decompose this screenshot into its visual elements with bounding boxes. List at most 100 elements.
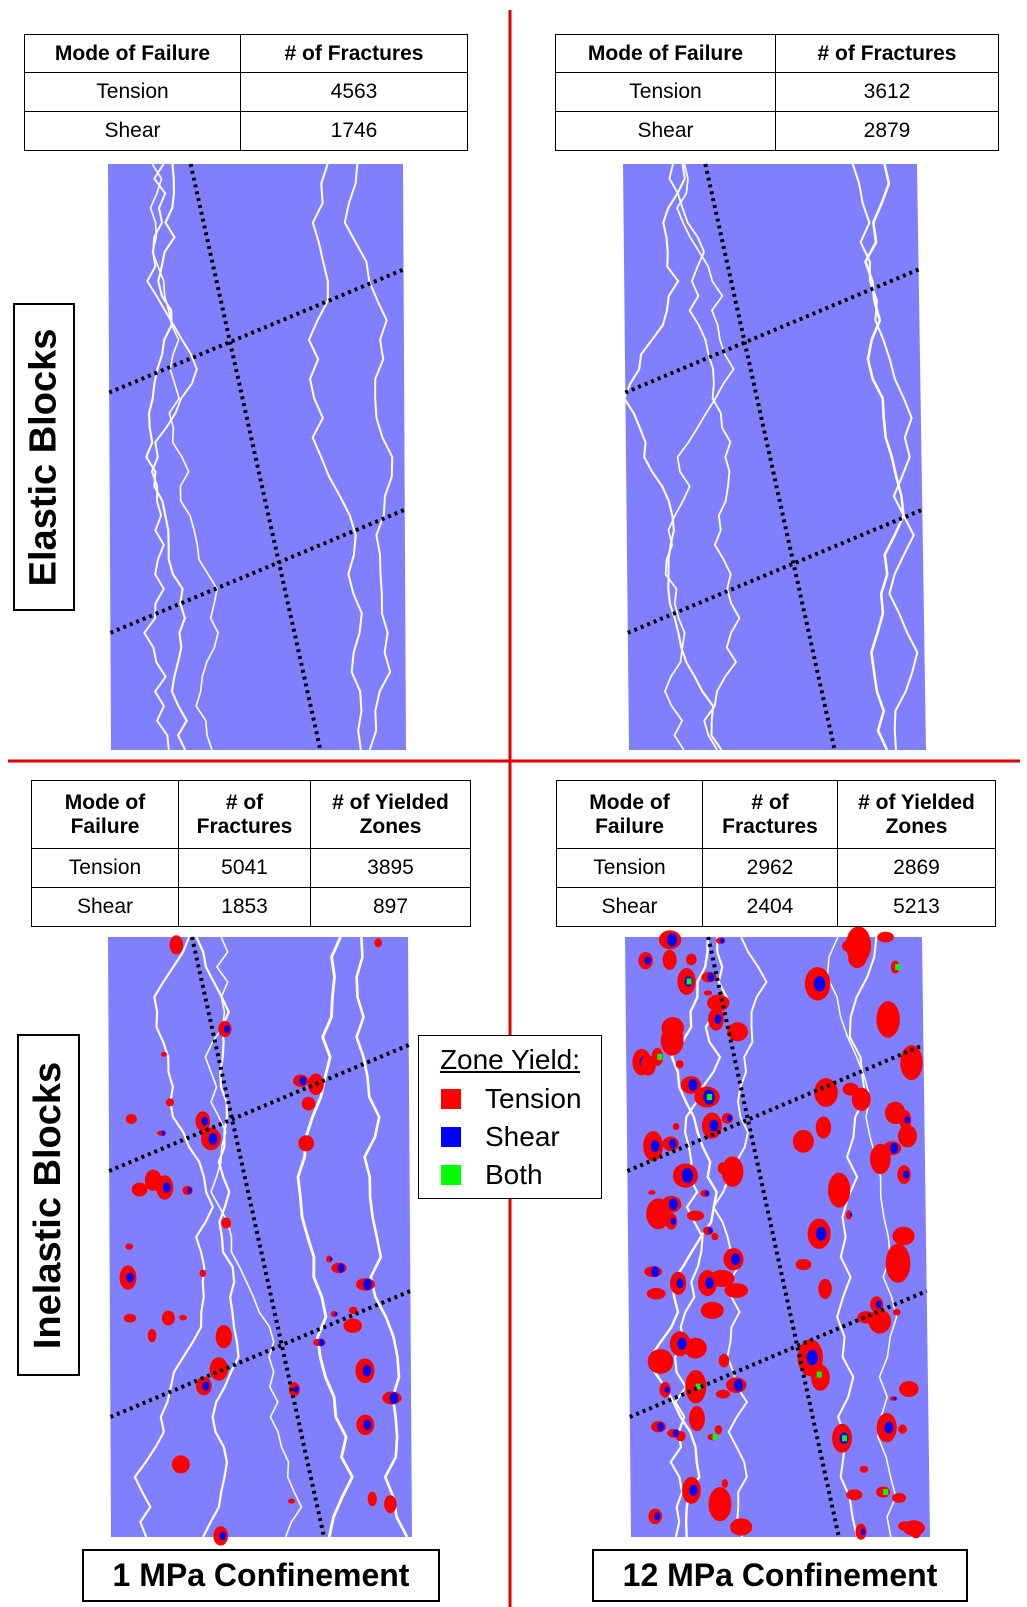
yield-zone (172, 1455, 190, 1473)
table-cell: Tension (557, 849, 703, 888)
yield-zone (651, 1140, 660, 1152)
yield-zone (294, 1386, 299, 1393)
header-cell: Mode of Failure (32, 781, 179, 849)
yield-zone (671, 1218, 676, 1225)
yield-zone (677, 1338, 686, 1350)
row-label: Elastic Blocks (23, 328, 66, 586)
yield-zone (644, 956, 651, 965)
table-cell: 1853 (179, 888, 311, 927)
figure: Elastic Blocks Inelastic Blocks 1 MPa Co… (0, 0, 1027, 1607)
yield-zone (876, 1001, 900, 1038)
row-label: Inelastic Blocks (27, 1061, 70, 1348)
yield-zone (363, 1365, 372, 1376)
table-cell: 3612 (776, 73, 999, 112)
yield-zone (899, 1381, 918, 1397)
yield-zone (869, 1309, 892, 1333)
table-cell: 3895 (311, 849, 471, 888)
yield-zone (713, 1434, 718, 1440)
table-cell: 5213 (838, 888, 996, 927)
yield-zone (363, 1419, 371, 1430)
yield-zone (676, 1278, 683, 1288)
table-cell: Shear (557, 888, 703, 927)
yield-zone (299, 1076, 306, 1085)
yield-zone (162, 1311, 175, 1326)
yield-zone (816, 1227, 826, 1241)
yield-zone (719, 1354, 730, 1368)
yield-zone (132, 1183, 148, 1197)
table-cell: 4563 (241, 73, 468, 112)
yield-zone (126, 1114, 137, 1124)
yield-zone (722, 1479, 728, 1488)
yield-zone (707, 1094, 712, 1100)
yield-zone (170, 935, 184, 954)
legend-swatch (441, 1127, 461, 1147)
yield-zone (669, 1139, 676, 1149)
yield-zone (673, 1123, 680, 1130)
table-cell: 897 (311, 888, 471, 927)
header-cell: Mode of Failure (25, 35, 241, 73)
yield-zone (727, 1115, 732, 1122)
header-cell: # of Fractures (179, 781, 311, 849)
yield-zone (374, 938, 382, 947)
yield-zone (722, 1156, 744, 1187)
rock-block (108, 937, 412, 1537)
yield-zone (210, 1357, 228, 1380)
yield-zone (846, 1489, 862, 1500)
yield-zone (162, 1130, 166, 1135)
yield-zone (688, 1079, 697, 1091)
yield-zone (148, 1329, 157, 1342)
legend-swatch (441, 1089, 461, 1109)
yield-zone (860, 1466, 869, 1473)
yield-zone (904, 1116, 910, 1123)
data-table: Mode of Failure# of FracturesTension4563… (24, 34, 468, 151)
yield-zone (848, 950, 866, 968)
yield-zone (793, 1130, 814, 1153)
yield-zone (894, 1397, 897, 1401)
yield-zone (828, 1173, 850, 1208)
yield-zone (219, 1531, 226, 1540)
yield-zone (893, 1309, 901, 1315)
yield-zone (898, 1424, 907, 1433)
header-row: Mode of Failure# of Fractures (556, 35, 999, 73)
yield-zone (224, 1025, 230, 1033)
data-table: Mode of Failure# of Fractures# of Yielde… (556, 780, 996, 927)
yield-zone (390, 1392, 399, 1404)
yield-zone (716, 1390, 730, 1399)
yield-zone (903, 1171, 909, 1179)
yield-zone (124, 1314, 136, 1323)
yield-zone (724, 1283, 748, 1298)
yield-zone (689, 1406, 705, 1431)
header-cell: # of Fractures (776, 35, 999, 73)
yield-zone (216, 1325, 232, 1348)
yield-zone (852, 1088, 871, 1111)
yield-zone (816, 1116, 831, 1138)
yield-zone (662, 1017, 684, 1039)
yield-zone (126, 1272, 134, 1282)
yield-zone (870, 1144, 891, 1174)
header-row: Mode of Failure# of Fractures (25, 35, 468, 73)
table-cell: Tension (32, 849, 179, 888)
yield-zone (687, 1210, 704, 1220)
yield-zone (363, 1279, 372, 1290)
table-cell: Tension (556, 73, 776, 112)
yield-zone (817, 1372, 822, 1378)
yield-zone (734, 1379, 743, 1391)
yield-zone (673, 1429, 679, 1437)
yield-zone (903, 1520, 925, 1536)
yield-zone (876, 1301, 882, 1309)
yield-zone (807, 1350, 819, 1365)
yield-zone (288, 1499, 295, 1504)
header-cell: # of Fractures (241, 35, 468, 73)
yield-zone (715, 1425, 722, 1435)
yield-zone (663, 950, 677, 970)
yield-zone (343, 1318, 362, 1332)
yield-zone (711, 1233, 718, 1240)
yield-zone (654, 1512, 660, 1520)
yield-zone (709, 1487, 732, 1521)
table-row: Shear1746 (25, 112, 468, 151)
legend-label: Tension (485, 1083, 582, 1115)
table-cell: 2879 (776, 112, 999, 151)
table-cell: Shear (556, 112, 776, 151)
yield-zone (676, 1060, 684, 1068)
